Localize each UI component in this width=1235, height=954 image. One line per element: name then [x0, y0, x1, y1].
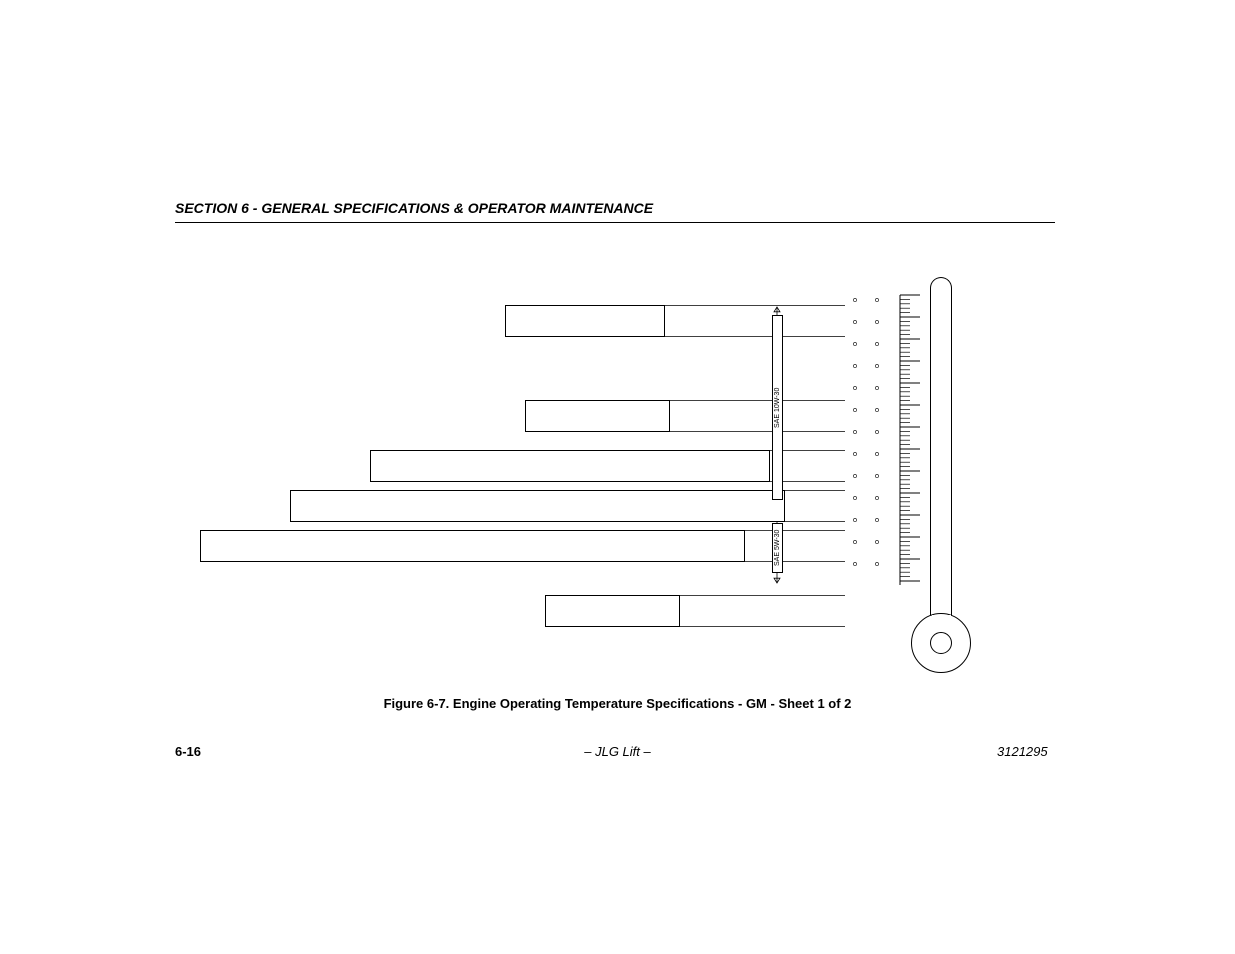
spec-bar [290, 490, 785, 522]
figure-caption: Figure 6-7. Engine Operating Temperature… [0, 696, 1235, 711]
thermometer-bulb-inner [930, 632, 952, 654]
section-header: SECTION 6 - GENERAL SPECIFICATIONS & OPE… [175, 200, 653, 216]
spec-bar [525, 400, 670, 432]
spec-bar [200, 530, 745, 562]
oil-grade-label: SAE 10W-30 [772, 315, 783, 500]
footer-doc-number: 3121295 [997, 744, 1048, 759]
footer-brand: – JLG Lift – [0, 744, 1235, 759]
temperature-diagram: SAE 10W-30 SAE 5W-30 [175, 265, 1055, 685]
manual-page: SECTION 6 - GENERAL SPECIFICATIONS & OPE… [0, 0, 1235, 954]
header-rule [175, 222, 1055, 223]
spec-bar [370, 450, 770, 482]
oil-grade-label: SAE 5W-30 [772, 523, 783, 573]
spec-bar [545, 595, 680, 627]
thermometer-join-mask [932, 615, 951, 625]
spec-bar [505, 305, 665, 337]
thermometer-stem [930, 277, 952, 619]
